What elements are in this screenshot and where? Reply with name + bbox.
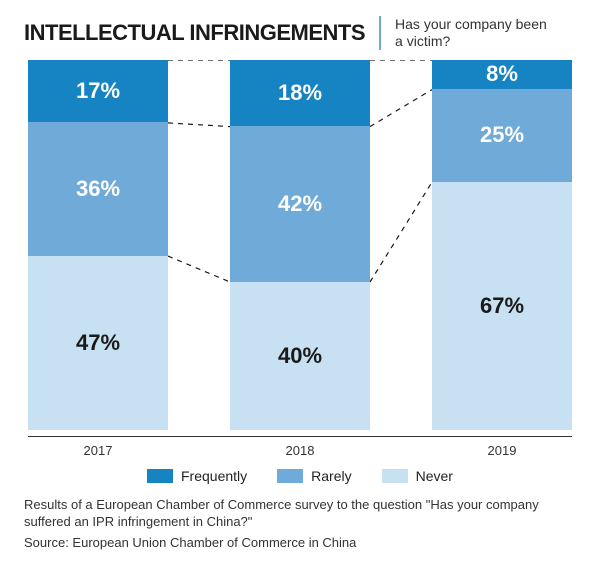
bar-segment-frequently: 18% (230, 60, 370, 127)
bar-segment-frequently: 17% (28, 60, 168, 123)
bar-segment-rarely: 25% (432, 89, 572, 182)
chart-caption: Results of a European Chamber of Commerc… (24, 496, 576, 531)
bar-segment-rarely: 36% (28, 122, 168, 255)
chart-header: INTELLECTUAL INFRINGEMENTS Has your comp… (24, 16, 576, 50)
bar-segment-never: 67% (432, 182, 572, 430)
x-axis-labels: 2017 2018 2019 (28, 436, 572, 458)
legend-label: Frequently (181, 468, 247, 484)
chart-source: Source: European Union Chamber of Commer… (24, 535, 576, 550)
bar: 8%25%67% (432, 60, 572, 430)
header-divider (379, 16, 381, 50)
x-axis-label: 2019 (432, 443, 572, 458)
bar-segment-rarely: 42% (230, 126, 370, 281)
bar-col: 8%25%67% (432, 60, 572, 430)
stacked-bar-chart: 17%36%47% 18%42%40% 8%25%67% (28, 60, 572, 430)
legend-swatch (147, 469, 173, 483)
legend-item: Rarely (277, 468, 351, 484)
legend-swatch (382, 469, 408, 483)
bar-segment-never: 47% (28, 256, 168, 430)
bar-col: 17%36%47% (28, 60, 168, 430)
legend-label: Never (416, 468, 453, 484)
x-axis-label: 2017 (28, 443, 168, 458)
bar: 17%36%47% (28, 60, 168, 430)
chart-legend: Frequently Rarely Never (24, 468, 576, 484)
bar-col: 18%42%40% (230, 60, 370, 430)
bars-container: 17%36%47% 18%42%40% 8%25%67% (28, 60, 572, 430)
legend-item: Frequently (147, 468, 247, 484)
bar: 18%42%40% (230, 60, 370, 430)
bar-segment-frequently: 8% (432, 60, 572, 90)
chart-subtitle: Has your company been a victim? (395, 16, 547, 50)
legend-item: Never (382, 468, 453, 484)
x-axis-label: 2018 (230, 443, 370, 458)
bar-segment-never: 40% (230, 282, 370, 430)
legend-swatch (277, 469, 303, 483)
legend-label: Rarely (311, 468, 351, 484)
chart-title: INTELLECTUAL INFRINGEMENTS (24, 20, 365, 46)
